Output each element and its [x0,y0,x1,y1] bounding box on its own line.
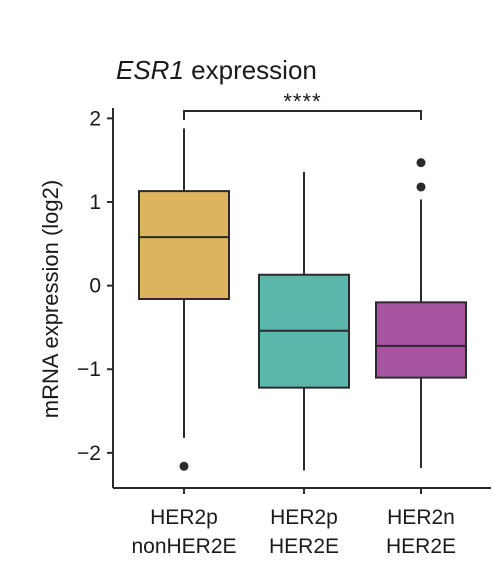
y-axis-label: mRNA expression (log2) [38,180,63,418]
significance-bracket [183,110,422,120]
plot-area: 2 1 0 −1 −2 HER2p nonHER2E HER2p HER2E HER2n HER2E… [77,89,491,558]
y-tick-label: −2 [77,442,101,465]
box [375,301,467,379]
x-tick-label: HER2E [269,535,339,558]
x-tick-label: HER2p [150,506,218,529]
box [138,190,230,301]
outlier-point [416,158,426,168]
outlier-point [416,182,426,192]
x-tick-label: HER2p [270,506,338,529]
y-tick-label: −1 [77,358,101,381]
y-tick-label: 2 [89,107,101,130]
y-tick-label: 1 [89,191,101,214]
x-tick-label: HER2n [387,506,455,529]
significance-label: **** [283,89,321,114]
x-tick-label: HER2E [386,535,456,558]
chart-title: ESR1 expression [116,55,317,85]
title-suffix: expression [184,55,317,85]
y-tick-label: 0 [89,275,101,298]
outlier-point [179,461,189,471]
x-tick-label: nonHER2E [131,535,236,558]
title-gene: ESR1 [116,55,184,85]
